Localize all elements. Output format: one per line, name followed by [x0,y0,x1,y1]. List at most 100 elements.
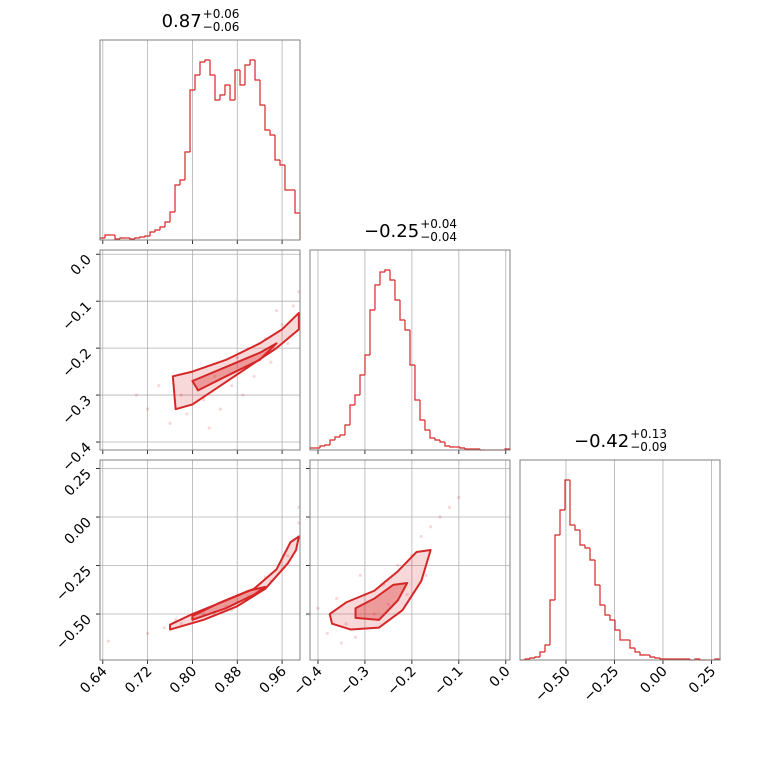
sample-point [207,426,211,430]
histogram-step [414,365,420,401]
histogram-step [449,446,455,448]
panel-frame [99,249,301,451]
y-tick-label: −0.25 [53,563,95,605]
histogram-step [139,236,145,238]
histogram-step [224,84,231,95]
x-tick-label: 0.00 [637,664,670,697]
histogram-step [319,445,325,448]
title-plus: +0.13 [630,427,667,441]
histogram-step [384,269,390,272]
x-tick-label: 0.72 [122,664,155,697]
histogram-step [149,231,156,236]
sample-point [405,593,409,597]
histogram-step [464,448,470,450]
histogram-step [184,151,191,180]
panel-frame [309,459,511,661]
contour [169,535,300,631]
x-tick-label: 0.88 [212,664,245,697]
y-tick-label: 0.00 [61,515,94,548]
histogram-step [274,135,280,161]
x-tick-label: −0.50 [532,664,574,706]
histogram-step [439,440,445,443]
histogram-step [199,61,205,75]
title-plus: +0.06 [203,7,240,21]
histogram-step [159,226,165,230]
histogram-step [114,235,120,240]
sample-point [235,355,239,360]
histogram-step [389,270,395,281]
histogram-step [374,284,380,310]
histogram-step [119,237,125,239]
sample-point [230,384,234,388]
histogram-step [144,235,151,237]
sample-point [286,341,290,346]
histogram-step [209,60,216,76]
histogram-step [424,420,430,431]
histogram-step [614,620,620,631]
sample-point [185,412,189,416]
x-tick-label: −0.1 [431,664,466,699]
histogram-step [154,229,160,232]
title-value: −0.42 [574,431,629,452]
panel-frame [309,249,511,451]
histogram-step [174,184,180,212]
histogram-step [429,430,435,439]
histogram-step [399,300,405,321]
histogram-step [279,160,285,166]
sample-point [179,393,183,397]
sample-point [213,374,217,378]
histogram-step [584,545,590,549]
histogram-step [249,59,256,65]
title-minus: −0.06 [203,20,240,34]
x-tick-label: 0.80 [167,664,200,697]
y-tick-label: −0.4 [59,439,94,474]
histogram-step [394,280,400,301]
histogram-step [534,656,540,658]
histogram-step [434,438,440,441]
sample-point [252,374,256,378]
histogram-step [569,480,575,526]
x-tick-label: −0.4 [290,663,325,698]
sample-point [419,534,423,539]
histogram-step [259,80,265,106]
x-tick-label: −0.3 [337,664,372,699]
sample-point [353,635,358,639]
sample-point [162,626,167,630]
histogram-step [214,75,220,101]
title-value: −0.25 [364,221,419,242]
histogram-step [579,530,586,546]
sample-point [179,622,183,626]
sample-point [274,308,279,313]
histogram-step [404,320,410,331]
sample-point [286,554,290,558]
y-tick-label: −0.50 [53,612,95,654]
title-minus: −0.09 [630,440,667,454]
sample-point [429,525,433,529]
sample-point [386,602,391,606]
histogram-step [549,599,555,645]
histogram-step [409,330,415,366]
sample-point [447,505,452,509]
sample-point [269,360,273,364]
contour [171,311,300,411]
histogram-step [544,644,550,652]
histogram-step [564,479,570,510]
histogram-step [529,657,535,659]
sample-point [438,515,442,519]
sample-point [241,393,245,397]
histogram-step [349,404,355,425]
title-value: 0.87 [162,11,202,32]
histogram-step [329,439,335,445]
sample-point [335,596,339,601]
histogram-step [229,85,236,101]
histogram-step [554,534,560,600]
sample-point [146,407,150,411]
histogram-step [444,442,450,447]
sample-point [202,398,206,402]
histogram-step [609,615,615,621]
histogram-step [619,630,626,641]
sample-point [358,573,362,577]
panel-frame [99,39,301,241]
sample-point [372,612,376,616]
